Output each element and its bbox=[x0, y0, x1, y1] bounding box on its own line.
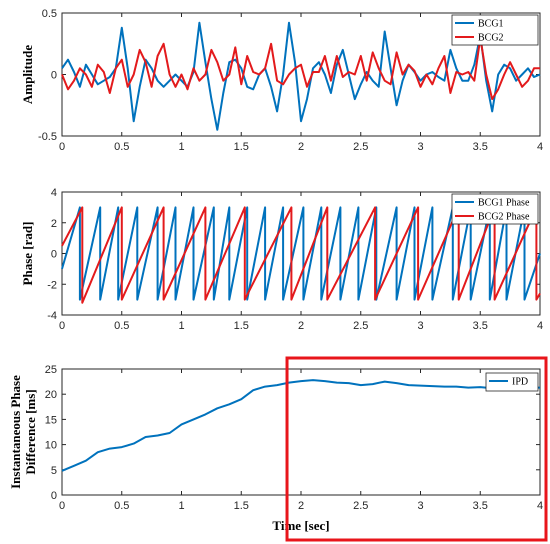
legend-label: BCG1 bbox=[478, 19, 504, 30]
x-tick-label: 4 bbox=[537, 500, 543, 512]
x-tick-label: 2 bbox=[298, 141, 304, 153]
y-axis-label: Difference [ms] bbox=[23, 389, 38, 474]
x-tick-label: 1 bbox=[178, 500, 184, 512]
legend-label: BCG1 Phase bbox=[478, 198, 530, 209]
x-tick-label: 4 bbox=[537, 320, 543, 332]
y-tick-label: 10 bbox=[45, 440, 57, 452]
series-line-bcg1 bbox=[61, 21, 541, 131]
y-tick-label: 0 bbox=[51, 70, 57, 82]
y-tick-label: 4 bbox=[51, 187, 57, 199]
x-tick-label: 0.5 bbox=[114, 500, 129, 512]
x-tick-label: 2.5 bbox=[353, 500, 368, 512]
y-tick-label: 15 bbox=[45, 414, 57, 426]
y-tick-label: 2 bbox=[51, 218, 57, 230]
y-tick-label: 20 bbox=[45, 389, 57, 401]
x-tick-label: 2 bbox=[298, 320, 304, 332]
x-tick-label: 1.5 bbox=[234, 320, 249, 332]
x-tick-label: 0 bbox=[59, 320, 65, 332]
y-tick-label: 0 bbox=[51, 490, 57, 502]
y-tick-label: 5 bbox=[51, 465, 57, 477]
x-tick-label: 2 bbox=[298, 500, 304, 512]
highlight-box bbox=[285, 356, 548, 542]
series-line-bcg2 bbox=[61, 36, 540, 101]
x-tick-label: 2.5 bbox=[353, 141, 368, 153]
x-tick-label: 4 bbox=[537, 141, 543, 153]
x-tick-label: 3.5 bbox=[473, 500, 488, 512]
x-tick-label: 1.5 bbox=[234, 141, 249, 153]
y-tick-label: 25 bbox=[45, 364, 57, 376]
x-axis-label: Time [sec] bbox=[272, 518, 329, 533]
x-tick-label: 0.5 bbox=[114, 141, 129, 153]
x-tick-label: 3.5 bbox=[473, 320, 488, 332]
y-axis-label: Instantaneous Phase bbox=[8, 375, 23, 489]
x-tick-label: 1 bbox=[178, 141, 184, 153]
y-axis-label: Amplitude bbox=[20, 45, 35, 104]
legend-label: BCG2 bbox=[478, 33, 504, 44]
x-tick-label: 2.5 bbox=[353, 320, 368, 332]
x-tick-label: 3 bbox=[417, 141, 423, 153]
legend-box bbox=[451, 14, 539, 46]
legend-label: BCG2 Phase bbox=[478, 212, 530, 223]
x-tick-label: 3.5 bbox=[473, 141, 488, 153]
legend-label: IPD bbox=[512, 377, 528, 388]
panel-2: 0 0.5 1 1.5 2 2.5 3 3.5 4 -4 -2 0 2 4 Phase [rad] BCG1 … bbox=[20, 187, 543, 332]
legend: IPD bbox=[485, 372, 539, 392]
x-tick-label: 3 bbox=[417, 320, 423, 332]
y-tick-label: 0.5 bbox=[42, 8, 57, 20]
y-tick-label: -4 bbox=[47, 310, 57, 322]
panel-3: 0 0.5 1 1.5 2 2.5 3 3.5 4 0 5 10 15 20 25 Instantaneous… bbox=[8, 356, 548, 542]
x-tick-label: 1 bbox=[178, 320, 184, 332]
x-tick-label: 3 bbox=[417, 500, 423, 512]
x-tick-label: 0.5 bbox=[114, 320, 129, 332]
series-line-bcg1-phase bbox=[61, 206, 541, 301]
x-tick-label: 1.5 bbox=[234, 500, 249, 512]
x-tick-label: 0 bbox=[59, 500, 65, 512]
y-tick-label: -2 bbox=[47, 279, 57, 291]
y-tick-label: 0 bbox=[51, 249, 57, 261]
legend: BCG1 Phase BCG2 Phase bbox=[451, 193, 539, 225]
panel-1: 0 0.5 1 1.5 2 2.5 3 3.5 4-0.500.5AmplitudeBCG1BC… bbox=[20, 8, 543, 153]
legend-box bbox=[485, 372, 539, 392]
legend: BCG1 BCG2 bbox=[451, 14, 539, 46]
legend-box bbox=[451, 193, 539, 225]
x-tick-label: 0 bbox=[59, 141, 65, 153]
y-tick-label: -0.5 bbox=[38, 131, 57, 143]
series-line-ipd bbox=[61, 379, 540, 472]
y-axis-label: Phase [rad] bbox=[20, 222, 35, 286]
